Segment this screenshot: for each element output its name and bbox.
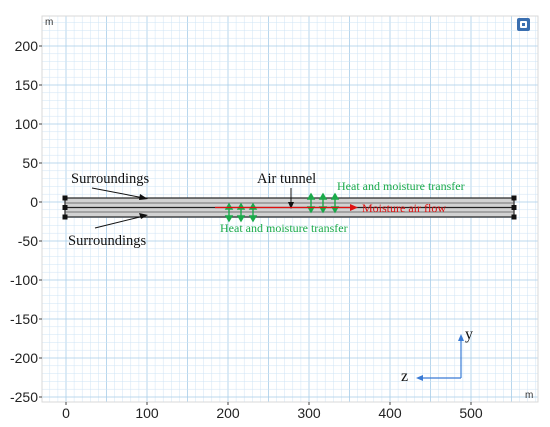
arrow-surroundings-top: [91, 187, 148, 200]
arrow-air-tunnel: [288, 188, 294, 209]
arrow-surroundings-bottom: [94, 213, 148, 229]
geometry-vertices[interactable]: [62, 195, 517, 220]
y-tick-label: -150: [10, 311, 38, 327]
label-heat-moisture-transfer-bottom: Heat and moisture transfer: [220, 221, 348, 235]
coordinate-triad: [416, 334, 464, 381]
x-tick-label: 400: [378, 405, 402, 421]
x-tick-label: 100: [135, 405, 159, 421]
x-axis-tick-labels: 0 100 200 300 400 500: [62, 402, 483, 421]
y-tick-label: 50: [22, 155, 38, 171]
x-tick-label: 200: [216, 405, 240, 421]
arrow-moisture-air-flow: [215, 204, 358, 211]
y-tick-label: -200: [10, 350, 38, 366]
triad-z-label: z: [401, 368, 408, 385]
y-tick-label: 0: [30, 194, 38, 210]
y-tick-label: -250: [10, 389, 38, 405]
x-tick-label: 500: [459, 405, 483, 421]
window-toggle-icon[interactable]: [517, 18, 530, 31]
label-heat-moisture-transfer-top: Heat and moisture transfer: [337, 179, 465, 193]
label-air-tunnel: Air tunnel: [257, 171, 316, 187]
x-tick-label: 300: [297, 405, 321, 421]
label-surroundings-bottom: Surroundings: [68, 233, 147, 249]
y-tick-label: 200: [15, 38, 39, 54]
y-axis-tick-labels: 200 150 100 50 0 -50 -100 -150 -200 -250: [10, 38, 42, 405]
y-tick-label: -50: [18, 233, 38, 249]
unit-label-bottom: m: [525, 390, 533, 401]
unit-label-top: m: [45, 17, 53, 28]
label-moisture-air-flow: Moisture air flow: [362, 201, 446, 215]
triad-y-label: y: [465, 326, 473, 343]
x-tick-label: 0: [62, 405, 70, 421]
arrows-heat-moisture-top: [306, 192, 340, 214]
y-tick-label: 150: [15, 77, 39, 93]
plot-frame: [41, 15, 539, 403]
label-surroundings-top: Surroundings: [71, 171, 150, 187]
arrows-heat-moisture-bottom: [224, 202, 258, 223]
y-tick-label: 100: [15, 116, 39, 132]
y-tick-label: -100: [10, 272, 38, 288]
